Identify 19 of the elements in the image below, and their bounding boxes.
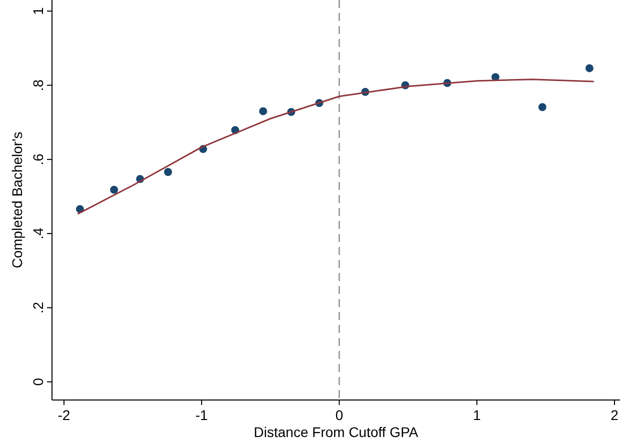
y-tick-label: .2 [30,302,46,314]
y-tick-label: .6 [30,153,46,166]
point [110,186,118,194]
y-tick-label: 0 [30,378,46,386]
x-tick-label: 0 [335,407,344,423]
x-tick-label: 1 [472,407,481,423]
y-axis-title: Completed Bachelor's [9,132,25,268]
x-tick-label: -2 [58,407,70,423]
line-series [76,78,595,215]
y-tick-label: .4 [30,228,46,240]
y-tick-label: .8 [30,79,46,92]
x-tick-label: 2 [610,407,619,423]
x-tick-label: -1 [195,407,208,423]
point [259,107,268,116]
y-tick-label: 1 [30,7,46,16]
point [164,168,172,176]
point [585,64,594,72]
x-axis-title: Distance From Cutoff GPA [254,424,419,440]
point [538,103,546,112]
